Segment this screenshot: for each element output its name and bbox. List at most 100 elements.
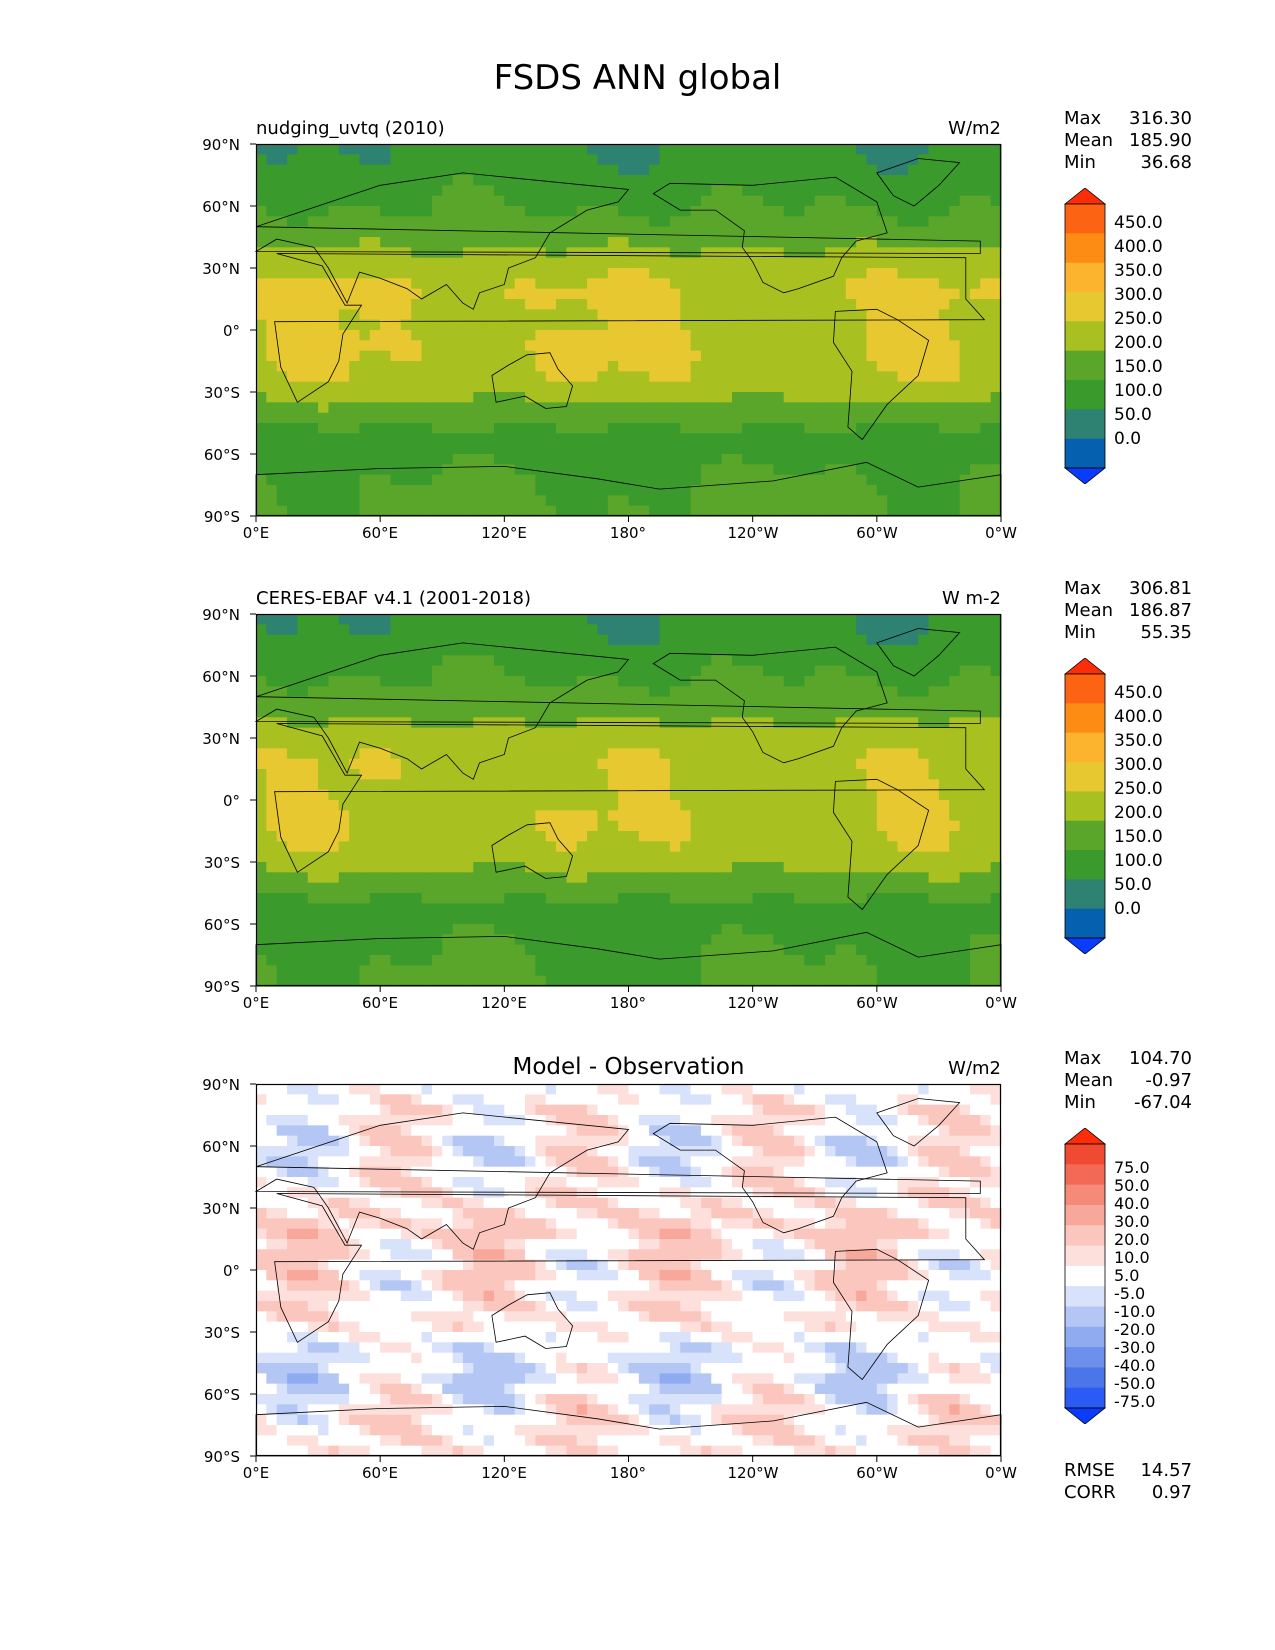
- field-cell: [835, 288, 847, 300]
- field-cell: [907, 882, 919, 894]
- field-cell: [297, 944, 309, 956]
- field-cell: [804, 412, 816, 424]
- field-cell: [783, 299, 795, 310]
- field-cell: [369, 810, 381, 822]
- field-cell: [307, 268, 319, 279]
- field-cell: [380, 686, 392, 698]
- field-cell: [680, 841, 692, 853]
- field-cell: [969, 164, 981, 176]
- field-cell: [938, 810, 950, 822]
- field-cell: [825, 319, 837, 331]
- field-cell: [328, 614, 340, 625]
- field-cell: [773, 319, 785, 331]
- field-cell: [628, 195, 640, 207]
- field-cell: [504, 309, 516, 321]
- field-cell: [349, 717, 361, 729]
- field-cell: [504, 903, 516, 915]
- field-cell: [587, 676, 599, 687]
- field-cell: [421, 485, 433, 496]
- field-cell: [638, 454, 650, 465]
- field-cell: [607, 412, 619, 424]
- field-cell: [390, 309, 402, 321]
- field-cell: [359, 216, 371, 228]
- field-cell: [918, 319, 930, 331]
- field-cell: [452, 758, 464, 770]
- field-cell: [659, 495, 671, 507]
- field-cell: [442, 696, 454, 708]
- field-cell: [411, 195, 423, 207]
- field-cell: [380, 841, 392, 853]
- field-cell: [380, 164, 392, 176]
- field-cell: [721, 361, 733, 372]
- field-cell: [421, 934, 433, 946]
- field-cell: [959, 862, 971, 873]
- field-cell: [597, 707, 609, 718]
- field-cell: [380, 268, 392, 279]
- field-cell: [866, 443, 878, 455]
- field-cell: [431, 402, 443, 414]
- field-cell: [680, 645, 692, 656]
- field-cell: [369, 913, 381, 925]
- field-cell: [700, 934, 712, 946]
- field-cell: [256, 443, 267, 455]
- field-cell: [907, 717, 919, 729]
- field-cell: [938, 402, 950, 414]
- field-cell: [783, 381, 795, 393]
- field-cell: [514, 624, 526, 636]
- field-cell: [400, 944, 412, 956]
- field-cell: [876, 226, 888, 238]
- field-cell: [669, 474, 681, 486]
- field-cell: [256, 309, 267, 321]
- field-cell: [545, 185, 557, 197]
- field-cell: [742, 903, 754, 915]
- field-cell: [462, 862, 474, 873]
- field-cell: [587, 748, 599, 760]
- field-cell: [587, 779, 599, 791]
- field-cell: [607, 299, 619, 310]
- field-cell: [328, 505, 340, 517]
- field-cell: [959, 624, 971, 636]
- field-cell: [742, 268, 754, 279]
- field-cell: [814, 288, 826, 300]
- field-cell: [721, 696, 733, 708]
- field-cell: [763, 154, 774, 166]
- field-cell: [276, 278, 288, 290]
- field-cell: [773, 412, 785, 424]
- field-cell: [597, 278, 609, 290]
- field-cell: [307, 237, 319, 248]
- field-cell: [763, 381, 774, 393]
- field-cell: [856, 185, 868, 197]
- field-cell: [763, 665, 774, 677]
- field-cell: [576, 299, 588, 310]
- field-cell: [752, 154, 764, 166]
- field-cell: [442, 738, 454, 749]
- field-cell: [773, 288, 785, 300]
- field-cell: [566, 717, 578, 729]
- field-cell: [700, 800, 712, 811]
- field-cell: [938, 862, 950, 873]
- field-cell: [959, 309, 971, 321]
- field-cell: [721, 686, 733, 698]
- field-cell: [338, 392, 350, 403]
- field-cell: [969, 934, 981, 946]
- field-cell: [835, 862, 847, 873]
- field-cell: [980, 645, 992, 656]
- field-cell: [483, 485, 495, 496]
- field-cell: [442, 185, 454, 197]
- field-cell: [607, 831, 619, 842]
- panel-ref: CERES-EBAF v4.1 (2001-2018) W m-2 90°N 6…: [0, 578, 1275, 1020]
- field-cell: [856, 841, 868, 853]
- field-cell: [835, 350, 847, 362]
- field-cell: [597, 800, 609, 811]
- field-cell: [390, 862, 402, 873]
- field-cell: [918, 474, 930, 486]
- field-cell: [504, 851, 516, 863]
- field-cell: [773, 237, 785, 248]
- field-cell: [597, 392, 609, 403]
- field-cell: [980, 696, 992, 708]
- field-cell: [452, 361, 464, 372]
- field-cell: [825, 645, 837, 656]
- field-cell: [576, 464, 588, 476]
- field-cell: [990, 350, 1002, 362]
- field-cell: [659, 164, 671, 176]
